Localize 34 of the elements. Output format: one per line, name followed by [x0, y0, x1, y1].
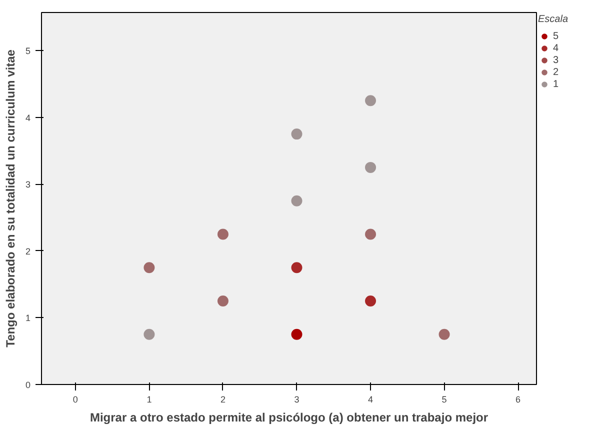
- point: [438, 328, 450, 340]
- point: [291, 128, 302, 140]
- x-tick-label: 2: [220, 394, 226, 404]
- point: [365, 228, 376, 240]
- y-axis-title: Tengo elaborado en su totalidad un curriculum vitae: [3, 49, 18, 348]
- legend-label: 1: [553, 78, 560, 90]
- x-axis-title: Migrar a otro estado permite al psicólogo (a) obtener un trabajo mejor: [90, 410, 488, 424]
- y-tick-label: 5: [25, 46, 31, 56]
- point: [365, 95, 376, 106]
- legend-label: 3: [553, 54, 560, 66]
- x-tick-label: 1: [146, 394, 152, 404]
- x-tick-label: 6: [516, 394, 521, 404]
- x-tick-label: 0: [72, 394, 78, 404]
- y-tick-label: 1: [25, 313, 31, 324]
- y-tick-label: 2: [25, 246, 31, 256]
- point: [291, 262, 302, 274]
- point: [217, 228, 228, 240]
- point: [291, 328, 302, 340]
- point: [217, 296, 228, 307]
- x-tick-label: 3: [294, 394, 300, 404]
- point: [144, 328, 155, 340]
- x-tick-label: 5: [442, 394, 447, 404]
- legend-label: 2: [553, 66, 560, 78]
- y-tick-label: 0: [25, 380, 31, 390]
- y-tick-label: 3: [25, 180, 31, 190]
- legend-label: 4: [553, 42, 560, 54]
- x-tick-label: 4: [368, 394, 374, 404]
- legend-label: 5: [553, 30, 560, 42]
- legend-title: Escala: [538, 14, 570, 25]
- y-tick-label: 4: [25, 112, 31, 123]
- point: [291, 195, 302, 206]
- point: [365, 162, 376, 173]
- point: [365, 296, 376, 307]
- point: [144, 262, 155, 274]
